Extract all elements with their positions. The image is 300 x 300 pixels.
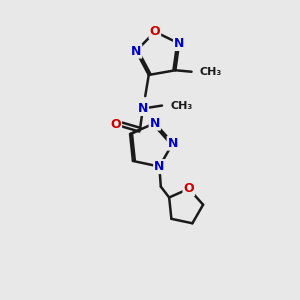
Text: CH₃: CH₃ (200, 67, 222, 77)
Text: N: N (154, 160, 164, 173)
Text: N: N (138, 102, 148, 115)
Text: O: O (149, 25, 160, 38)
Text: N: N (150, 117, 160, 130)
Text: O: O (183, 182, 194, 195)
Text: N: N (174, 37, 184, 50)
Text: O: O (110, 118, 121, 131)
Text: CH₃: CH₃ (170, 100, 193, 111)
Text: N: N (168, 137, 178, 150)
Text: N: N (131, 45, 141, 58)
